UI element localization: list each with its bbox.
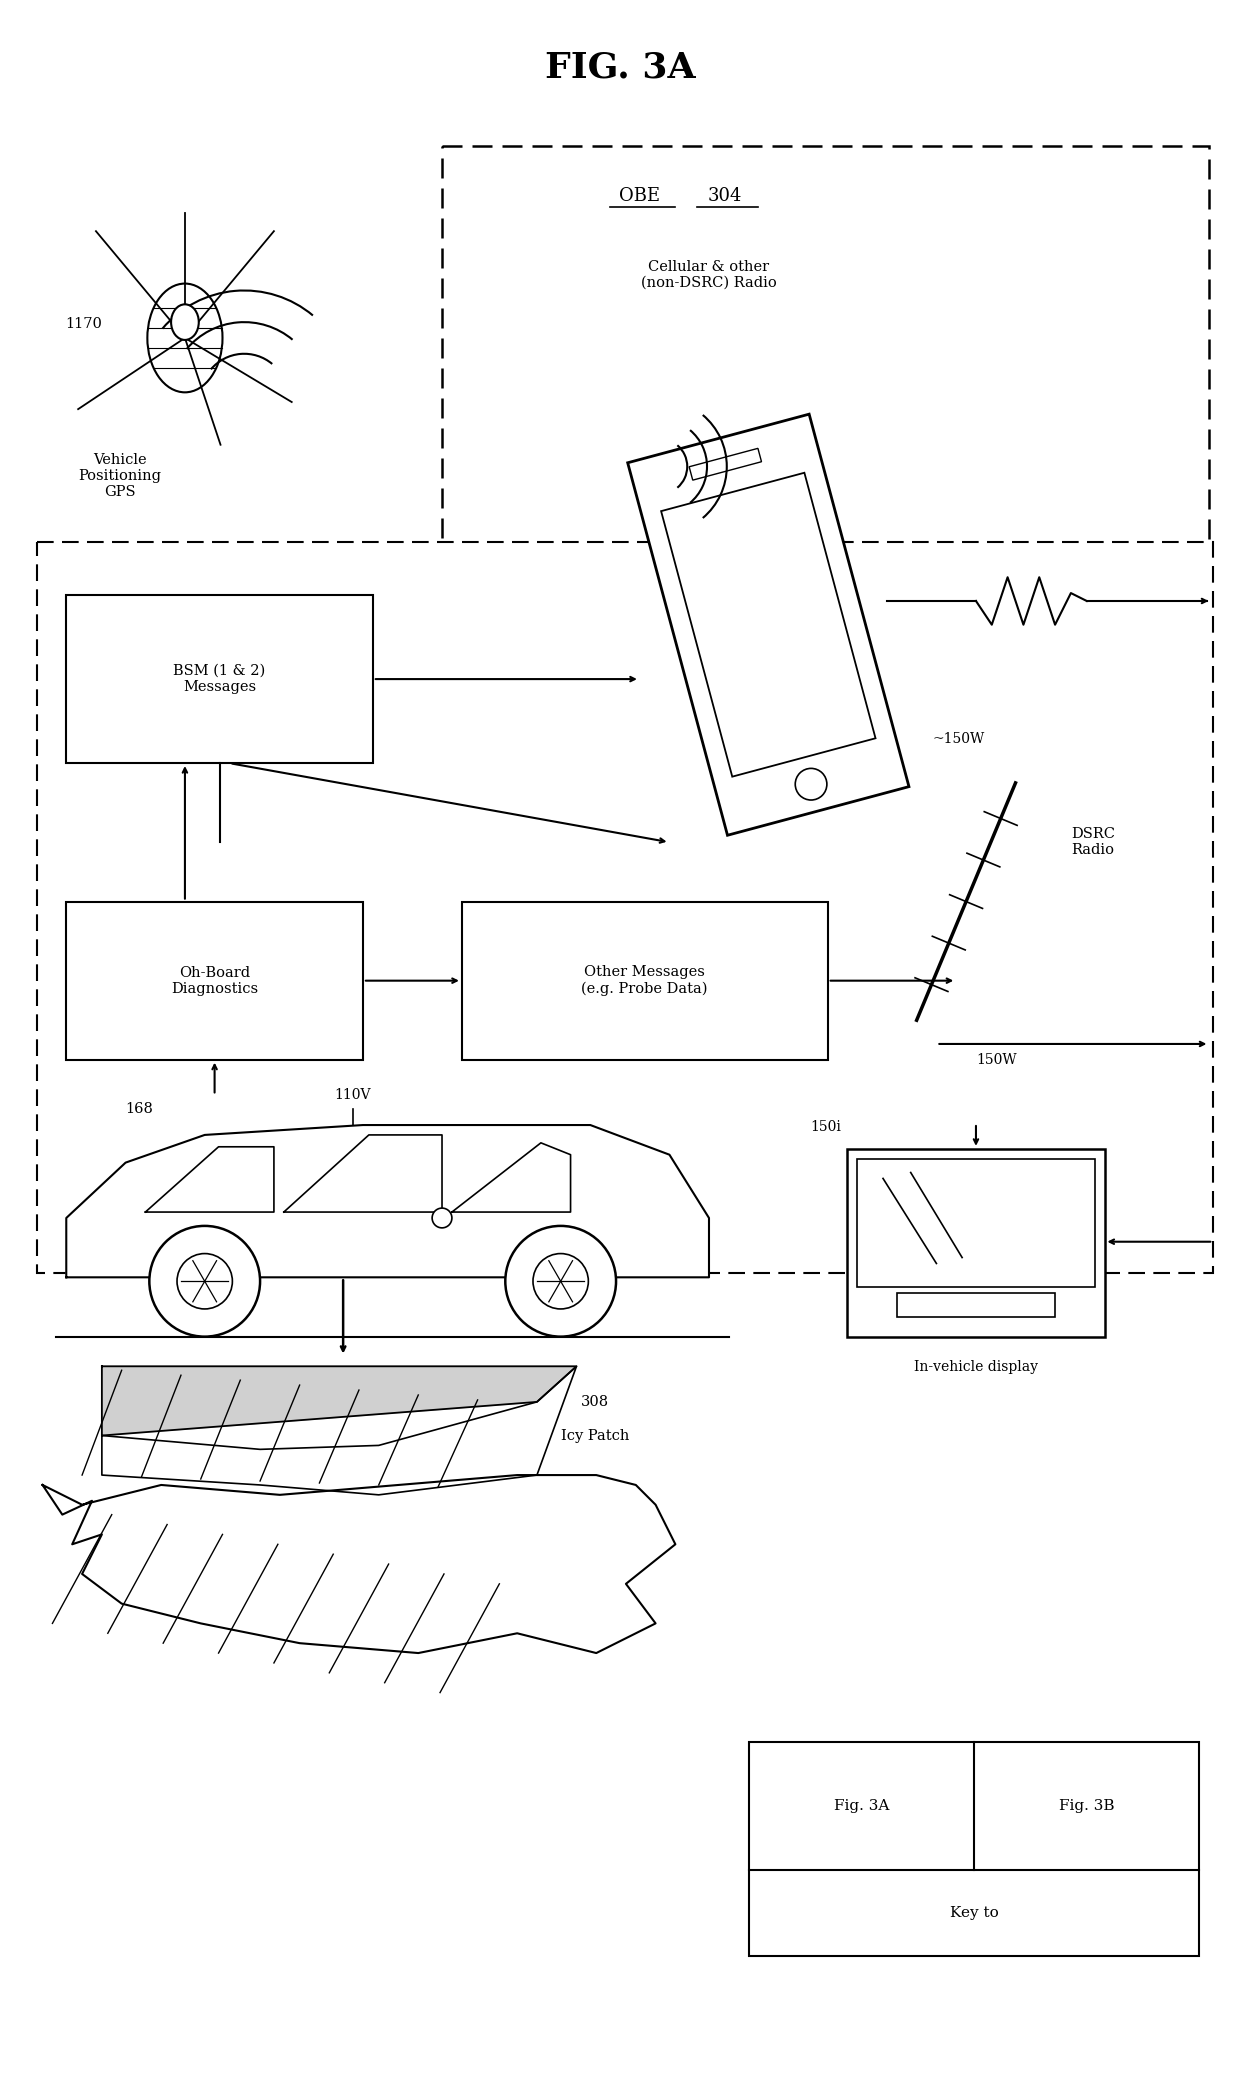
Text: Oh-Board
Diagnostics: Oh-Board Diagnostics — [171, 965, 258, 996]
Text: Icy Patch: Icy Patch — [560, 1429, 629, 1444]
Ellipse shape — [171, 304, 198, 339]
Text: Key to: Key to — [950, 1905, 998, 1920]
Bar — [847, 1148, 1105, 1337]
Bar — [66, 901, 363, 1061]
Text: 1170: 1170 — [64, 316, 102, 331]
Bar — [66, 595, 373, 763]
Bar — [897, 1294, 1055, 1317]
Text: 110V: 110V — [335, 1088, 371, 1102]
Polygon shape — [66, 1125, 709, 1277]
Text: BSM (1 & 2)
Messages: BSM (1 & 2) Messages — [174, 664, 265, 695]
Text: 168: 168 — [125, 1102, 154, 1117]
Polygon shape — [689, 449, 761, 480]
Circle shape — [533, 1254, 588, 1308]
Text: 150W: 150W — [976, 1052, 1017, 1067]
Text: FIG. 3A: FIG. 3A — [544, 50, 696, 83]
Bar — [461, 901, 827, 1061]
Ellipse shape — [148, 283, 222, 393]
Text: 304: 304 — [708, 187, 742, 204]
Text: In-vehicle display: In-vehicle display — [914, 1360, 1038, 1375]
Text: ~150W: ~150W — [932, 732, 985, 747]
Polygon shape — [284, 1136, 441, 1213]
Polygon shape — [661, 472, 875, 776]
Bar — [749, 1743, 1199, 1955]
Text: 308: 308 — [580, 1396, 609, 1408]
Bar — [857, 1159, 1095, 1288]
Polygon shape — [145, 1146, 274, 1213]
Polygon shape — [102, 1367, 577, 1435]
Text: DSRC
Radio: DSRC Radio — [1071, 828, 1115, 857]
Text: Fig. 3B: Fig. 3B — [1059, 1799, 1115, 1814]
Circle shape — [432, 1208, 451, 1227]
Bar — [441, 146, 1209, 1211]
Circle shape — [795, 768, 827, 801]
Text: Fig. 3A: Fig. 3A — [833, 1799, 889, 1814]
Text: Vehicle
Positioning
GPS: Vehicle Positioning GPS — [78, 453, 161, 499]
Text: 150i: 150i — [811, 1119, 842, 1134]
Polygon shape — [627, 414, 909, 836]
Circle shape — [505, 1225, 616, 1337]
Polygon shape — [102, 1367, 577, 1496]
Polygon shape — [42, 1475, 676, 1654]
Text: Cellular & other
(non-DSRC) Radio: Cellular & other (non-DSRC) Radio — [641, 260, 777, 289]
Circle shape — [177, 1254, 232, 1308]
Circle shape — [149, 1225, 260, 1337]
Text: Other Messages
(e.g. Probe Data): Other Messages (e.g. Probe Data) — [582, 965, 708, 996]
Bar — [37, 541, 1213, 1273]
Text: OBE: OBE — [619, 187, 661, 204]
Polygon shape — [451, 1142, 570, 1213]
